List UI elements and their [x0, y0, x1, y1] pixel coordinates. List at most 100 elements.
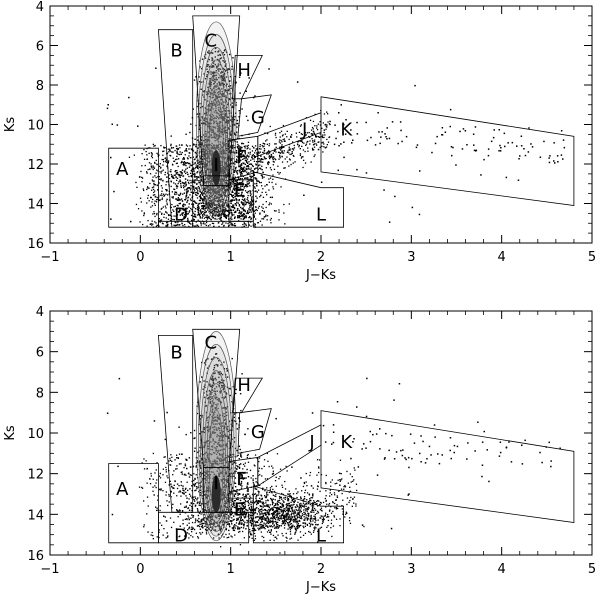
data-point	[162, 155, 163, 156]
data-point	[181, 454, 182, 455]
data-point	[267, 219, 268, 220]
data-point	[268, 164, 269, 165]
data-point	[139, 221, 140, 222]
data-point	[172, 504, 173, 505]
data-point	[196, 482, 197, 483]
data-point	[255, 150, 256, 151]
data-point	[436, 136, 438, 138]
data-point	[152, 213, 153, 214]
data-point	[274, 143, 275, 144]
data-point	[250, 201, 251, 202]
data-point	[232, 205, 233, 206]
data-point	[239, 170, 240, 171]
data-point	[201, 519, 202, 520]
data-point	[326, 139, 327, 140]
data-point	[159, 166, 160, 167]
data-point	[201, 205, 202, 206]
data-point	[384, 133, 386, 135]
data-point	[292, 148, 293, 149]
data-point	[188, 207, 189, 208]
data-point	[270, 167, 271, 168]
data-point	[255, 207, 256, 208]
data-point	[307, 147, 308, 148]
data-point	[528, 127, 530, 129]
data-point	[177, 483, 178, 484]
data-point	[267, 153, 268, 154]
data-point	[379, 143, 381, 145]
data-point	[191, 165, 192, 166]
data-point	[240, 410, 241, 411]
data-point	[177, 172, 178, 173]
data-point	[151, 225, 152, 226]
data-point	[251, 170, 252, 171]
data-point	[169, 178, 170, 179]
data-point	[251, 198, 252, 199]
data-point	[202, 523, 203, 524]
data-point	[288, 152, 289, 153]
data-point	[271, 218, 272, 219]
data-point	[177, 148, 178, 149]
data-point	[108, 104, 110, 106]
data-point	[201, 521, 202, 522]
data-point	[190, 124, 191, 125]
data-point	[231, 200, 232, 201]
data-point	[463, 128, 465, 130]
data-point	[270, 197, 271, 198]
data-point	[249, 185, 250, 186]
data-point	[257, 222, 258, 223]
data-point	[312, 148, 313, 149]
data-point	[262, 152, 263, 153]
data-point	[235, 203, 236, 204]
data-point	[197, 497, 198, 498]
data-point	[200, 513, 201, 514]
data-point	[195, 179, 196, 180]
data-point	[337, 131, 339, 133]
data-point	[186, 498, 187, 499]
data-point	[239, 464, 240, 465]
data-point	[204, 215, 205, 216]
data-point	[294, 147, 295, 148]
data-point	[201, 203, 202, 204]
data-point	[249, 216, 250, 217]
data-point	[239, 446, 240, 447]
data-point	[182, 182, 183, 183]
data-point	[146, 189, 147, 190]
data-point	[202, 201, 203, 202]
data-point	[268, 189, 269, 190]
data-point	[277, 172, 278, 173]
data-point	[155, 184, 156, 185]
data-point	[181, 173, 182, 174]
data-point	[323, 137, 324, 138]
data-point	[176, 159, 177, 160]
data-point	[194, 79, 195, 80]
region-label-c: C	[205, 31, 218, 52]
data-point	[161, 185, 162, 186]
data-point	[303, 149, 304, 150]
data-point	[264, 150, 265, 151]
data-point	[381, 131, 383, 133]
data-point	[248, 476, 249, 477]
data-point	[270, 178, 271, 179]
data-point	[206, 532, 207, 533]
data-point	[293, 156, 294, 157]
data-point	[155, 205, 156, 206]
data-point	[268, 153, 269, 154]
data-point	[292, 151, 293, 152]
data-point	[314, 147, 315, 148]
data-point	[241, 143, 242, 144]
data-point	[561, 154, 563, 156]
data-point	[283, 212, 284, 213]
data-point	[186, 195, 187, 196]
data-point	[260, 155, 261, 156]
data-point	[191, 514, 192, 515]
data-point	[189, 145, 190, 146]
data-point	[202, 211, 203, 212]
data-point	[273, 153, 274, 154]
data-point	[185, 165, 186, 166]
data-point	[233, 207, 234, 208]
data-point	[243, 464, 244, 465]
data-point	[180, 199, 181, 200]
data-point	[159, 211, 160, 212]
data-point	[274, 161, 275, 162]
data-point	[151, 156, 152, 157]
